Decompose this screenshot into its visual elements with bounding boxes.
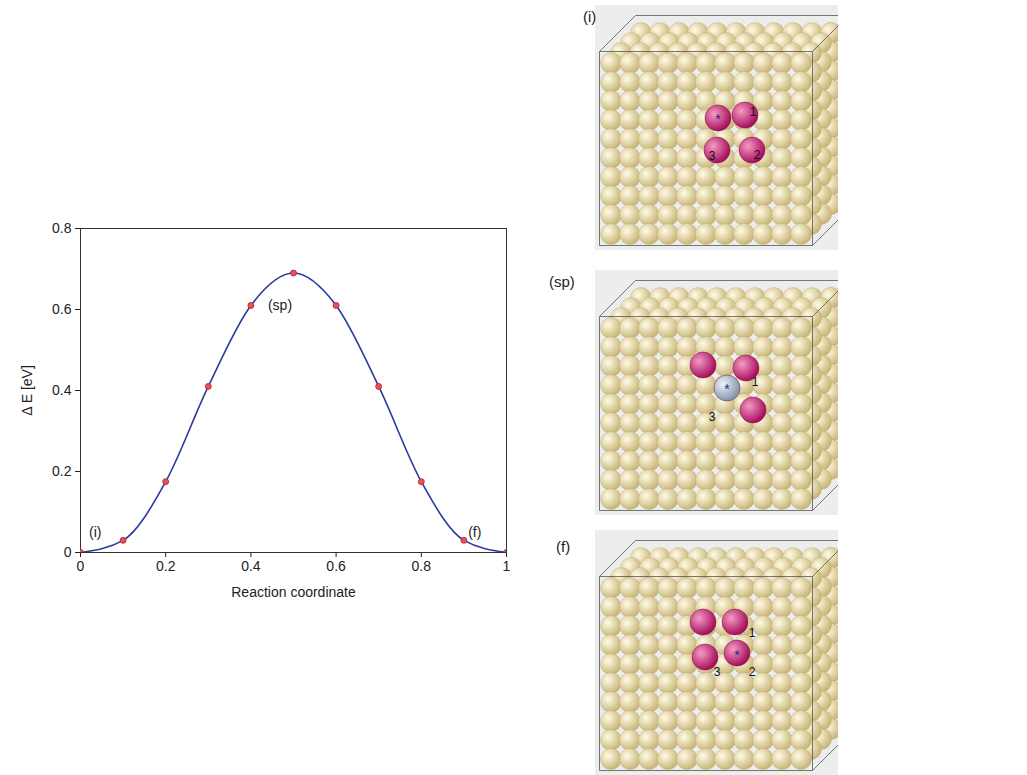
svg-text:0.8: 0.8 <box>52 220 72 236</box>
svg-text:0: 0 <box>64 544 72 560</box>
svg-text:*: * <box>724 381 730 397</box>
svg-text:2: 2 <box>749 665 756 679</box>
svg-text:*: * <box>734 647 740 663</box>
svg-text:2: 2 <box>754 148 761 162</box>
svg-text:(f): (f) <box>468 524 481 540</box>
html-text:(f): (f) <box>556 538 571 555</box>
svg-text:0.6: 0.6 <box>52 301 72 317</box>
svg-text:(i): (i) <box>89 524 101 540</box>
svg-text:0.8: 0.8 <box>412 558 432 574</box>
svg-text:Reaction coordinate: Reaction coordinate <box>231 584 356 600</box>
svg-text:1: 1 <box>752 375 759 389</box>
svg-text:1: 1 <box>503 558 511 574</box>
html-text:(sp): (sp) <box>549 273 575 290</box>
svg-text:(sp): (sp) <box>268 297 292 313</box>
svg-text:0.2: 0.2 <box>52 463 72 479</box>
svg-text:0.4: 0.4 <box>52 382 72 398</box>
svg-text:*: * <box>715 111 721 127</box>
svg-text:0.4: 0.4 <box>241 558 261 574</box>
svg-text:3: 3 <box>714 665 721 679</box>
svg-text:1: 1 <box>750 105 757 119</box>
svg-text:3: 3 <box>709 149 716 163</box>
svg-text:Δ E [eV]: Δ E [eV] <box>19 365 35 416</box>
svg-text:0: 0 <box>77 558 85 574</box>
html-text:(i): (i) <box>583 8 597 25</box>
svg-text:0.6: 0.6 <box>326 558 346 574</box>
svg-text:1: 1 <box>749 626 756 640</box>
svg-text:3: 3 <box>709 410 716 424</box>
svg-text:0.2: 0.2 <box>156 558 176 574</box>
